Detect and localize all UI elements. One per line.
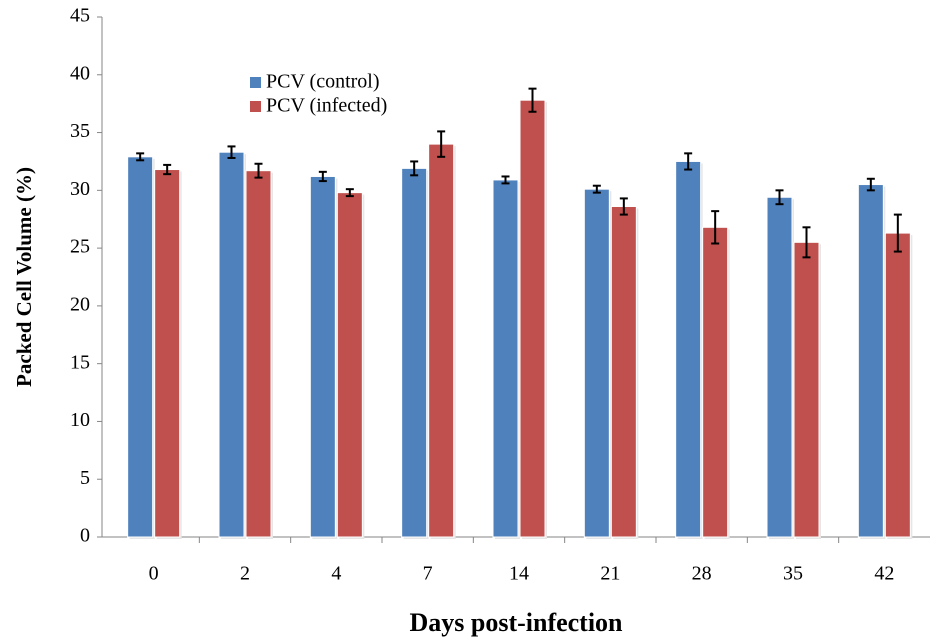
bar xyxy=(245,170,272,538)
y-tick-label: 15 xyxy=(70,351,90,373)
bar xyxy=(336,192,363,538)
bar xyxy=(154,169,181,538)
x-tick-label: 35 xyxy=(783,563,803,585)
error-bar xyxy=(345,188,354,198)
error-bar xyxy=(592,184,601,194)
y-tick-label: 20 xyxy=(70,293,90,315)
y-tick-label: 25 xyxy=(70,236,90,258)
y-axis-title: Packed Cell Volume (%) xyxy=(12,167,36,387)
error-bar xyxy=(501,175,510,185)
error-bar xyxy=(254,162,263,179)
legend-swatch xyxy=(250,101,261,112)
error-bar xyxy=(893,213,902,253)
y-tick-label: 0 xyxy=(80,525,90,547)
legend-label: PCV (infected) xyxy=(266,95,387,117)
error-bar xyxy=(528,87,537,113)
bar xyxy=(766,196,793,538)
x-axis-title: Days post-infection xyxy=(409,608,623,637)
error-bar xyxy=(802,226,811,259)
bar xyxy=(428,143,455,538)
y-tick-label: 5 xyxy=(80,467,90,489)
x-tick-label: 0 xyxy=(149,563,159,585)
x-tick-label: 28 xyxy=(692,563,712,585)
x-tick-label: 4 xyxy=(331,563,341,585)
bar xyxy=(583,188,610,538)
bar xyxy=(218,151,245,538)
error-bar xyxy=(711,210,720,245)
bar xyxy=(702,226,729,538)
error-bar xyxy=(684,152,693,171)
error-bar xyxy=(318,170,327,183)
error-bar xyxy=(437,130,446,158)
y-tick-label: 10 xyxy=(70,409,90,431)
y-tick-label: 30 xyxy=(70,178,90,200)
bar xyxy=(519,99,546,538)
bar xyxy=(884,232,911,538)
error-bar xyxy=(227,145,236,159)
error-bar xyxy=(163,163,172,176)
error-bar xyxy=(136,152,145,162)
error-bar xyxy=(619,197,628,216)
y-tick-label: 40 xyxy=(70,62,90,84)
bar xyxy=(610,206,637,538)
legend-label: PCV (control) xyxy=(266,71,380,93)
x-tick-label: 7 xyxy=(423,563,433,585)
x-tick-label: 42 xyxy=(874,563,894,585)
bar xyxy=(793,241,820,538)
bar xyxy=(675,160,702,538)
bar xyxy=(401,167,428,538)
error-bar xyxy=(410,160,419,177)
y-tick-label: 45 xyxy=(70,5,90,27)
error-bar xyxy=(775,189,784,206)
bar xyxy=(492,179,519,538)
x-tick-label: 2 xyxy=(240,563,250,585)
x-tick-label: 21 xyxy=(600,563,620,585)
bar xyxy=(127,156,154,538)
x-tick-label: 14 xyxy=(509,563,529,585)
y-tick-label: 35 xyxy=(70,120,90,142)
legend-swatch xyxy=(250,77,261,88)
bar xyxy=(857,184,884,538)
bar xyxy=(309,175,336,538)
error-bar xyxy=(866,177,875,192)
